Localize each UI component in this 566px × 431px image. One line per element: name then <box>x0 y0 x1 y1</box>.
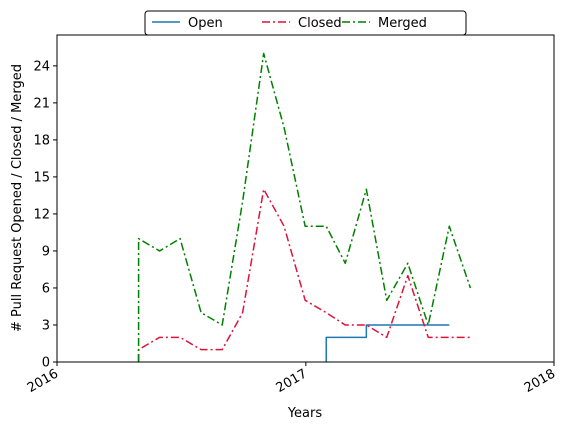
legend-label-closed: Closed <box>298 16 342 31</box>
x-tick-label: 2017 <box>274 366 310 396</box>
y-tick-label: 12 <box>33 207 50 222</box>
series-line-open <box>325 324 450 362</box>
y-tick-label: 18 <box>33 133 50 148</box>
y-tick-label: 0 <box>42 356 50 371</box>
legend: Open Closed Merged <box>144 10 467 36</box>
y-tick-label: 21 <box>33 96 50 111</box>
y-axis-label: # Pull Request Opened / Closed / Merged <box>10 64 25 332</box>
legend-box <box>144 10 467 36</box>
legend-label-merged: Merged <box>378 16 427 31</box>
x-tick-label: 2016 <box>25 366 61 396</box>
x-tick-label: 2018 <box>522 366 558 396</box>
series-line-merged <box>137 52 472 362</box>
y-axis: 0 3 6 9 12 15 18 21 24 <box>33 59 57 371</box>
plot-frame <box>56 34 555 363</box>
x-axis: 2016 2017 2018 <box>25 362 558 396</box>
y-tick-label: 15 <box>33 170 50 185</box>
plot-area <box>137 52 472 362</box>
y-tick-label: 24 <box>33 59 50 74</box>
x-axis-label: Years <box>287 406 323 421</box>
legend-label-open: Open <box>188 16 223 31</box>
series-line-closed <box>137 188 471 362</box>
y-tick-label: 6 <box>42 281 50 296</box>
y-tick-label: 3 <box>42 318 50 333</box>
y-tick-label: 9 <box>42 244 50 259</box>
